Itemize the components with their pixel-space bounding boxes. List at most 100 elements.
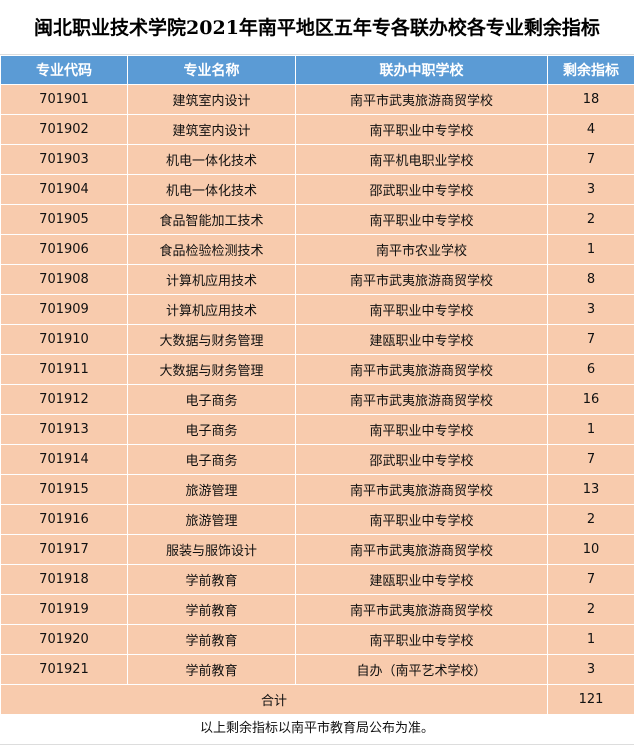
header-quota: 剩余指标 [548, 56, 634, 85]
cell-school: 南平职业中专学校 [296, 625, 548, 655]
cell-code: 701905 [1, 205, 128, 235]
cell-quota: 7 [548, 445, 634, 475]
cell-quota: 1 [548, 235, 634, 265]
page-title: 闽北职业技术学院2021年南平地区五年专各联办校各专业剩余指标 [0, 0, 634, 55]
cell-major: 大数据与财务管理 [128, 355, 296, 385]
cell-major: 电子商务 [128, 385, 296, 415]
cell-code: 701916 [1, 505, 128, 535]
cell-major: 服装与服饰设计 [128, 535, 296, 565]
cell-school: 南平市武夷旅游商贸学校 [296, 85, 548, 115]
cell-code: 701920 [1, 625, 128, 655]
cell-major: 计算机应用技术 [128, 295, 296, 325]
cell-school: 南平职业中专学校 [296, 295, 548, 325]
cell-code: 701909 [1, 295, 128, 325]
cell-major: 学前教育 [128, 655, 296, 685]
cell-code: 701903 [1, 145, 128, 175]
cell-major: 食品检验检测技术 [128, 235, 296, 265]
cell-school: 南平职业中专学校 [296, 115, 548, 145]
cell-quota: 2 [548, 205, 634, 235]
cell-code: 701908 [1, 265, 128, 295]
cell-major: 学前教育 [128, 595, 296, 625]
cell-quota: 1 [548, 625, 634, 655]
cell-school: 南平市武夷旅游商贸学校 [296, 265, 548, 295]
cell-code: 701913 [1, 415, 128, 445]
cell-major: 计算机应用技术 [128, 265, 296, 295]
cell-school: 建瓯职业中专学校 [296, 565, 548, 595]
cell-code: 701912 [1, 385, 128, 415]
cell-major: 旅游管理 [128, 475, 296, 505]
total-label: 合计 [1, 685, 548, 715]
cell-school: 南平职业中专学校 [296, 415, 548, 445]
cell-quota: 7 [548, 325, 634, 355]
total-row: 合计 121 [1, 685, 634, 715]
cell-school: 南平机电职业学校 [296, 145, 548, 175]
header-school: 联办中职学校 [296, 56, 548, 85]
cell-quota: 2 [548, 505, 634, 535]
total-value: 121 [548, 685, 634, 715]
cell-school: 建瓯职业中专学校 [296, 325, 548, 355]
cell-code: 701906 [1, 235, 128, 265]
cell-quota: 7 [548, 565, 634, 595]
cell-school: 南平市武夷旅游商贸学校 [296, 475, 548, 505]
header-code: 专业代码 [1, 56, 128, 85]
footnote: 以上剩余指标以南平市教育局公布为准。 [0, 715, 634, 745]
cell-school: 邵武职业中专学校 [296, 445, 548, 475]
cell-major: 学前教育 [128, 565, 296, 595]
cell-quota: 3 [548, 175, 634, 205]
cell-major: 电子商务 [128, 415, 296, 445]
cell-school: 自办（南平艺术学校） [296, 655, 548, 685]
cell-school: 南平市武夷旅游商贸学校 [296, 595, 548, 625]
cell-school: 南平职业中专学校 [296, 505, 548, 535]
cell-major: 建筑室内设计 [128, 85, 296, 115]
cell-quota: 3 [548, 295, 634, 325]
cell-quota: 1 [548, 415, 634, 445]
cell-quota: 10 [548, 535, 634, 565]
cell-code: 701919 [1, 595, 128, 625]
cell-major: 食品智能加工技术 [128, 205, 296, 235]
cell-school: 邵武职业中专学校 [296, 175, 548, 205]
cell-code: 701910 [1, 325, 128, 355]
cell-quota: 2 [548, 595, 634, 625]
cell-major: 旅游管理 [128, 505, 296, 535]
cell-code: 701911 [1, 355, 128, 385]
cell-major: 机电一体化技术 [128, 175, 296, 205]
cell-school: 南平市农业学校 [296, 235, 548, 265]
cell-school: 南平市武夷旅游商贸学校 [296, 355, 548, 385]
cell-major: 机电一体化技术 [128, 145, 296, 175]
cell-quota: 8 [548, 265, 634, 295]
cell-quota: 3 [548, 655, 634, 685]
cell-code: 701904 [1, 175, 128, 205]
cell-code: 701917 [1, 535, 128, 565]
cell-code: 701901 [1, 85, 128, 115]
cell-quota: 13 [548, 475, 634, 505]
table-header: 专业代码 专业名称 联办中职学校 剩余指标 [1, 56, 634, 85]
cell-code: 701902 [1, 115, 128, 145]
cell-code: 701921 [1, 655, 128, 685]
cell-school: 南平职业中专学校 [296, 205, 548, 235]
cell-school: 南平市武夷旅游商贸学校 [296, 535, 548, 565]
cell-quota: 6 [548, 355, 634, 385]
cell-quota: 4 [548, 115, 634, 145]
cell-major: 电子商务 [128, 445, 296, 475]
cell-major: 建筑室内设计 [128, 115, 296, 145]
cell-school: 南平市武夷旅游商贸学校 [296, 385, 548, 415]
cell-major: 学前教育 [128, 625, 296, 655]
cell-quota: 18 [548, 85, 634, 115]
